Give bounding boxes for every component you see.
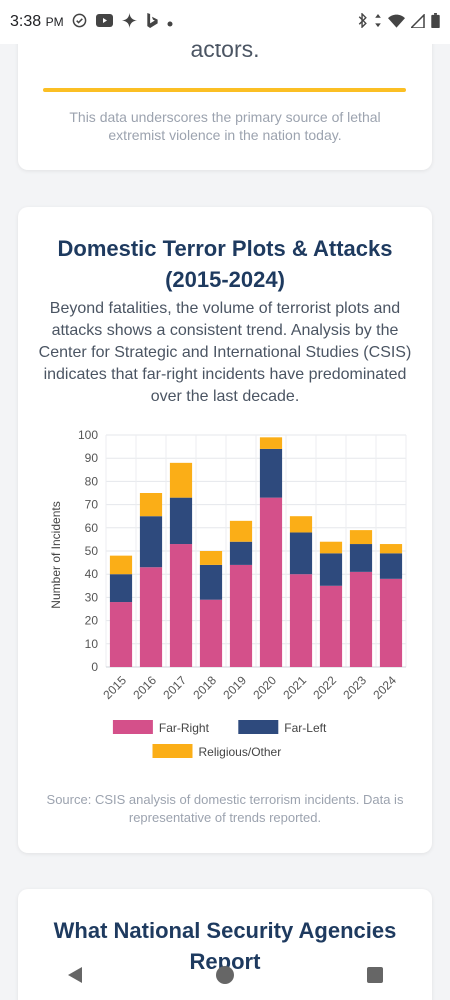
status-left-icons: [72, 13, 173, 31]
x-tick-label: 2024: [370, 673, 399, 702]
legend-label: Religious/Other: [199, 745, 282, 759]
bing-icon: [146, 13, 158, 31]
bar-segment: [199, 599, 223, 667]
x-tick-label: 2017: [160, 673, 189, 702]
bar-segment: [139, 493, 163, 517]
status-time: 3:38 PM: [10, 13, 64, 30]
signal-icon: [409, 12, 425, 31]
home-circle-icon: [216, 966, 234, 984]
terror-plots-card: Domestic Terror Plots & Attacks (2015-20…: [18, 207, 432, 853]
bar-segment: [319, 585, 343, 667]
y-axis-label: Number of Incidents: [49, 501, 63, 608]
accent-divider: [43, 88, 406, 92]
bar-segment: [169, 544, 193, 667]
status-right-icons: [358, 12, 440, 31]
bar-segment: [169, 462, 193, 498]
y-tick-label: 70: [85, 498, 99, 512]
fatalities-note: This data underscores the primary source…: [69, 109, 381, 143]
system-nav-bar: [0, 950, 450, 1000]
bar-segment: [319, 553, 343, 586]
bar-segment: [229, 520, 253, 542]
agencies-card-title: What National Security Agencies Report: [53, 918, 397, 974]
legend-label: Far-Right: [159, 721, 210, 735]
y-tick-label: 50: [85, 544, 99, 558]
bar-segment: [289, 574, 313, 667]
bar-segment: [379, 578, 403, 667]
x-tick-label: 2021: [280, 673, 309, 702]
y-tick-label: 10: [85, 637, 99, 651]
bar-segment: [379, 544, 403, 554]
legend-swatch: [152, 744, 193, 758]
x-tick-label: 2015: [100, 673, 129, 702]
y-tick-label: 80: [85, 474, 99, 488]
sparkle-icon: [121, 13, 137, 31]
check-circle-icon: [72, 13, 87, 31]
bar-segment: [229, 564, 253, 667]
y-tick-label: 60: [85, 521, 99, 535]
wifi-icon: [388, 14, 405, 31]
legend-label: Far-Left: [284, 721, 327, 735]
bar-segment: [349, 571, 373, 667]
recents-button[interactable]: [355, 955, 395, 995]
bar-segment: [349, 544, 373, 572]
bar-segment: [199, 564, 223, 600]
status-bar: 3:38 PM: [0, 0, 450, 44]
legend-swatch: [112, 720, 153, 734]
bar-segment: [109, 574, 133, 603]
bar-segment: [289, 532, 313, 575]
chart-card-title: Domestic Terror Plots & Attacks (2015-20…: [57, 236, 393, 292]
bar-segment: [109, 555, 133, 575]
home-button[interactable]: [205, 955, 245, 995]
bar-segment: [139, 516, 163, 568]
bar-segment: [349, 530, 373, 545]
bar-segment: [169, 497, 193, 545]
battery-icon: [431, 13, 440, 31]
legend-swatch: [238, 720, 279, 734]
x-tick-label: 2020: [250, 673, 279, 702]
stacked-bar-chart: 0 10 20 30 40 50 60 70 80 90 100 Number of Incident…: [18, 427, 432, 777]
dot-icon: [167, 14, 173, 30]
bar-segment: [139, 567, 163, 667]
y-tick-label: 20: [85, 614, 99, 628]
bar-segment: [259, 497, 283, 667]
x-tick-label: 2022: [310, 673, 339, 702]
fatalities-card: actors. This data underscores the primar…: [18, 30, 432, 170]
x-tick-label: 2019: [220, 673, 249, 702]
y-tick-label: 40: [85, 567, 99, 581]
bar-segment: [259, 437, 283, 449]
y-tick-label: 30: [85, 590, 99, 604]
x-tick-label: 2016: [130, 673, 159, 702]
chart-card-description: Beyond fatalities, the volume of terrori…: [38, 300, 412, 405]
bar-segment: [319, 541, 343, 554]
chart-canvas: 0 10 20 30 40 50 60 70 80 90 100 Number of Incident…: [49, 428, 407, 759]
bar-segment: [289, 516, 313, 533]
youtube-icon: [95, 14, 113, 30]
bar-segment: [259, 448, 283, 498]
bluetooth-icon: [358, 12, 368, 31]
y-tick-label: 100: [78, 428, 98, 442]
x-tick-label: 2023: [340, 673, 369, 702]
bar-segment: [199, 551, 223, 565]
chart-source-note: Source: CSIS analysis of domestic terror…: [46, 792, 404, 825]
data-arrows-icon: [374, 13, 382, 31]
y-tick-label: 0: [91, 660, 98, 674]
bar-segment: [379, 553, 403, 579]
y-tick-label: 90: [85, 451, 99, 465]
bar-segment: [229, 541, 253, 565]
back-triangle-icon: [68, 967, 82, 983]
recents-square-icon: [367, 967, 383, 983]
x-tick-label: 2018: [190, 673, 219, 702]
back-button[interactable]: [55, 955, 95, 995]
bar-segment: [109, 602, 133, 667]
